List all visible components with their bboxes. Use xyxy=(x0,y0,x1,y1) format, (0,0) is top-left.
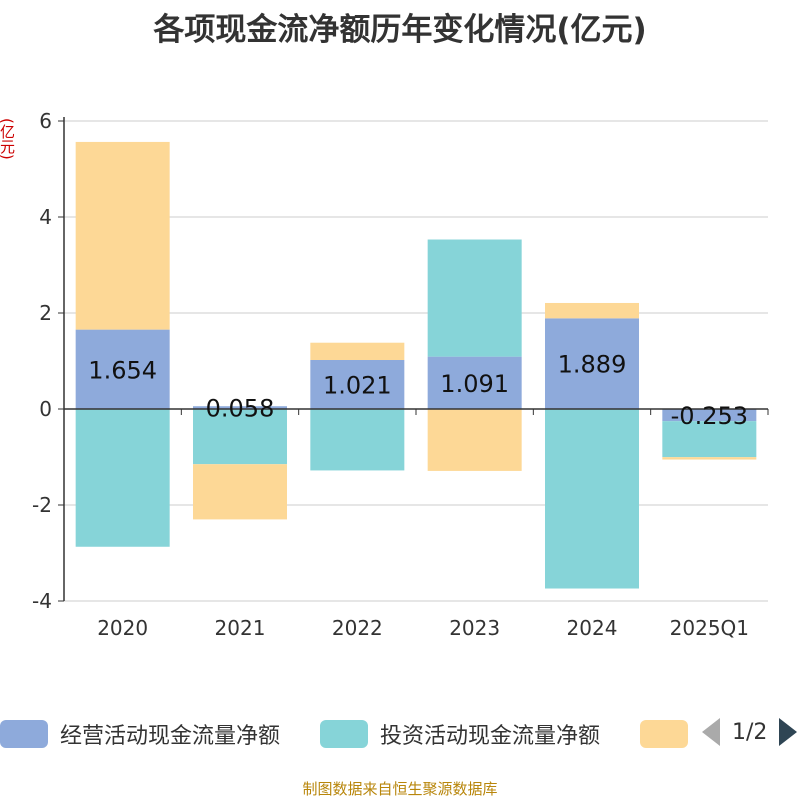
bar-2021-series-1 xyxy=(193,409,287,465)
bar-layer xyxy=(75,141,757,589)
legend-swatch-financing xyxy=(640,720,688,748)
y-tick-label: 6 xyxy=(39,109,52,133)
bar-2025Q1-series-1 xyxy=(662,421,757,458)
data-source-note: 制图数据来自恒生聚源数据库 xyxy=(302,780,498,798)
bar-2021-series-0 xyxy=(193,406,287,409)
y-tick-label: 0 xyxy=(39,397,52,421)
y-tick-label: -2 xyxy=(32,493,52,517)
y-tick-label: 2 xyxy=(39,301,52,325)
y-tick-label: -4 xyxy=(32,589,52,613)
chart-title: 各项现金流净额历年变化情况(亿元) xyxy=(153,12,647,48)
legend-label-operating: 经营活动现金流量净额 xyxy=(60,724,281,749)
data-label-2023: 1.091 xyxy=(440,370,509,398)
legend-pager: 1/2 xyxy=(702,718,798,746)
bar-2020-series-2 xyxy=(75,141,170,330)
bar-2022-series-2 xyxy=(310,342,405,360)
bar-2022-series-1 xyxy=(310,409,405,471)
legend-item-operating[interactable]: 经营活动现金流量净额 xyxy=(0,716,280,752)
legend-label-investing: 投资活动现金流量净额 xyxy=(380,724,601,749)
bar-2022-series-0 xyxy=(310,359,405,409)
x-tick-label: 2024 xyxy=(567,616,618,640)
bar-2024-series-2 xyxy=(545,302,639,319)
x-tick-label: 2020 xyxy=(97,616,148,640)
data-label-2020: 1.654 xyxy=(88,356,157,384)
legend-item-financing[interactable] xyxy=(640,716,688,752)
x-tick-label: 2025Q1 xyxy=(670,616,749,640)
data-label-2022: 1.021 xyxy=(323,371,392,399)
legend: 经营活动现金流量净额 投资活动现金流量净额 1/2 xyxy=(0,716,800,756)
axes: -4 -2 0 2 4 6 2020 2021 2022 2023 2024 2025Q1 xyxy=(32,109,769,640)
data-label-2025Q1: -0.253 xyxy=(671,402,748,430)
legend-item-investing[interactable]: 投资活动现金流量净额 xyxy=(320,716,600,752)
legend-swatch-investing xyxy=(320,720,368,748)
data-label-2024: 1.889 xyxy=(558,351,627,379)
y-axis-unit-label: (亿元) xyxy=(0,118,16,160)
bar-2020-series-0 xyxy=(75,329,170,409)
stacked-bar-chart: -4 -2 0 2 4 6 2020 2021 2022 2023 2024 2025Q1 1.654… xyxy=(32,109,769,640)
bar-2023-series-2 xyxy=(427,409,522,471)
bar-2023-series-0 xyxy=(427,356,522,409)
data-labels: 1.654 0.058 1.021 1.091 1.889 -0.253 xyxy=(88,351,748,430)
x-tick-label: 2022 xyxy=(332,616,383,640)
previous-page-icon[interactable] xyxy=(702,718,720,746)
bar-2025Q1-series-0 xyxy=(662,409,757,422)
legend-swatch-operating xyxy=(0,720,48,748)
legend-page-indicator: 1/2 xyxy=(732,719,768,745)
bar-2025Q1-series-2 xyxy=(662,457,757,460)
x-tick-label: 2023 xyxy=(449,616,500,640)
x-tick-label: 2021 xyxy=(215,616,266,640)
bar-2024-series-0 xyxy=(545,318,639,409)
bar-2024-series-1 xyxy=(545,409,639,589)
bar-2020-series-1 xyxy=(75,409,170,547)
grid-lines xyxy=(64,120,768,602)
bar-2021-series-2 xyxy=(193,464,287,520)
next-page-icon[interactable] xyxy=(779,718,798,746)
bar-2023-series-1 xyxy=(427,239,522,357)
data-label-2021: 0.058 xyxy=(206,395,275,423)
y-tick-label: 4 xyxy=(39,205,52,229)
